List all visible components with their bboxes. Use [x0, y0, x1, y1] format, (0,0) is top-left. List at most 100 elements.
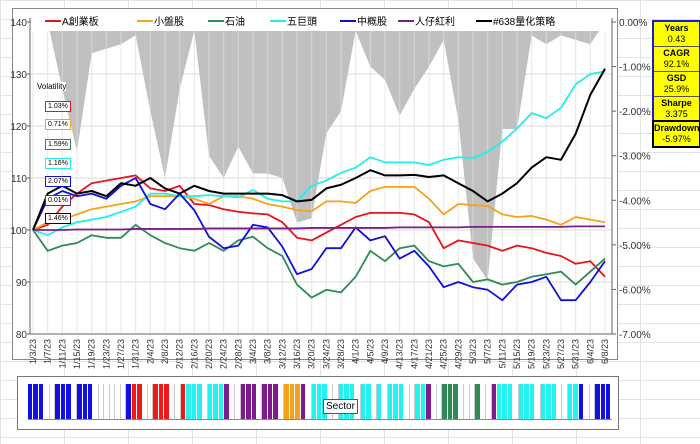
stats-panel: Years 0.43 CAGR 92.1% GSD 25.9% Sharpe 3.375… [652, 20, 700, 148]
sector-cell [169, 384, 176, 419]
x-tick-label: 3/8/23 [263, 339, 273, 364]
series-line-4 [32, 70, 606, 237]
y2-tick-label: -6.00% [619, 285, 651, 296]
drawdown-area [33, 22, 605, 281]
sector-cell [131, 384, 138, 419]
series-line-2 [32, 185, 606, 231]
sector-cell [158, 384, 165, 419]
sector-cell [44, 384, 50, 419]
stat-label: CAGR [663, 48, 690, 58]
y2-tick-label: -1.00% [619, 63, 651, 74]
series-line-1 [32, 174, 606, 278]
sector-cell [431, 384, 437, 419]
stat-value: 92.1% [663, 59, 690, 69]
sector-cell [98, 384, 105, 419]
sector-cell [355, 384, 361, 419]
sector-cell [540, 384, 547, 419]
volatility-label: 2.07% [45, 176, 71, 187]
x-tick-label: 2/8/23 [160, 339, 170, 364]
legend-swatch [476, 19, 492, 22]
sector-cell [147, 384, 154, 419]
x-tick-label: 3/12/23 [277, 339, 287, 369]
x-tick-label: 6/8/23 [600, 339, 610, 364]
sector-cell [77, 384, 83, 419]
y-tick-label: 120 [10, 122, 27, 133]
sector-cell [120, 384, 127, 419]
y-tick-label: 90 [16, 278, 28, 289]
stat-years: Years 0.43 [654, 22, 699, 46]
legend-label: 小盤股 [154, 17, 184, 28]
stat-value: 0.43 [667, 34, 686, 44]
volatility-label: 0.01% [45, 195, 71, 206]
y-tick-label: 110 [11, 174, 27, 185]
x-tick-label: 4/1/23 [351, 339, 361, 364]
sector-cell [382, 384, 388, 419]
sector-cell [262, 384, 268, 419]
sector-cell [87, 384, 94, 419]
sector-cell [317, 384, 323, 419]
sector-cell [491, 384, 497, 419]
sector-cell [426, 384, 432, 419]
legend-swatch [208, 19, 224, 22]
sector-cell [213, 384, 219, 419]
sector-cell [284, 384, 290, 419]
y-tick-label: 80 [16, 330, 28, 341]
sector-cell [409, 384, 416, 419]
sector-cell [202, 384, 208, 419]
x-tick-label: 2/16/23 [189, 339, 199, 369]
x-tick-label: 2/4/23 [145, 339, 155, 364]
series-line-5 [32, 177, 606, 302]
stat-label: Sharpe [661, 98, 692, 108]
sector-cell [584, 384, 590, 419]
sector-cell [453, 384, 459, 419]
sector-cell [513, 384, 519, 419]
x-tick-label: 1/7/23 [43, 339, 53, 364]
x-tick-label: 2/20/23 [204, 339, 214, 369]
sector-cell [191, 384, 198, 419]
x-tick-label: 1/15/23 [72, 339, 82, 369]
sector-cell [289, 384, 296, 419]
sector-cell [556, 384, 563, 419]
sector-cell [180, 384, 187, 419]
sector-cell [420, 384, 427, 419]
sector-cell [240, 384, 247, 419]
y2-tick-label: 0.00% [619, 18, 647, 29]
sector-label: Sector [323, 399, 358, 414]
legend-swatch [340, 19, 356, 22]
stat-cagr: CAGR 92.1% [654, 46, 699, 71]
legend-background [31, 9, 611, 31]
x-tick-label: 5/3/23 [468, 339, 478, 364]
legend-label: 中概股 [357, 17, 387, 28]
y-tick-label: 140 [10, 18, 27, 29]
x-tick-label: 5/11/23 [497, 339, 507, 368]
sector-cell [578, 384, 585, 419]
sector-cell [442, 384, 448, 419]
sector-cell [257, 384, 263, 419]
x-tick-label: 3/16/23 [292, 339, 302, 369]
stat-drawdown: Drawdown -5.97% [652, 120, 700, 148]
sector-cell [229, 384, 236, 419]
volatility-label: 0.71% [45, 119, 71, 130]
sector-cell [82, 384, 88, 419]
sector-cell [175, 384, 181, 419]
x-tick-label: 4/25/23 [439, 339, 449, 369]
x-tick-label: 1/11/23 [57, 339, 67, 368]
stat-label: Years [664, 23, 689, 33]
volatility-label: 1.46% [45, 213, 71, 224]
x-tick-label: 2/12/23 [175, 339, 185, 369]
sector-cell [377, 384, 383, 419]
series-line-3 [32, 223, 606, 299]
sector-cell [300, 384, 307, 419]
sector-cell [71, 384, 78, 419]
sector-cell [218, 384, 225, 419]
volatility-label: 1.03% [45, 101, 71, 112]
stat-sharpe: Sharpe 3.375 [654, 96, 699, 121]
sector-cell [404, 384, 410, 419]
series-line-6 [33, 225, 605, 231]
sector-cell [551, 384, 557, 419]
sector-cell [486, 384, 492, 419]
sector-cell [366, 384, 372, 419]
x-tick-label: 4/29/23 [453, 339, 463, 369]
x-tick-label: 4/5/23 [365, 339, 375, 364]
sector-band [28, 384, 612, 420]
